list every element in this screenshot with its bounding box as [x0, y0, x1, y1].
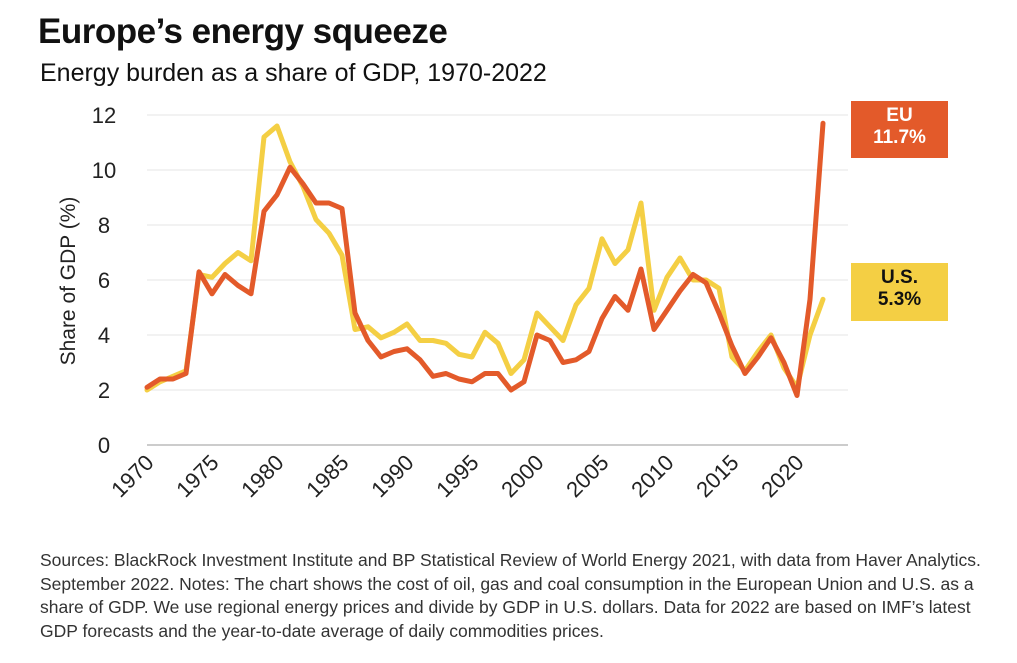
series-lines [144, 120, 826, 398]
legend-eu-value: 11.7% [873, 127, 926, 148]
x-tick-label: 1995 [431, 450, 483, 502]
x-tick-label: 2010 [626, 450, 678, 502]
y-tick-label: 0 [98, 433, 110, 458]
y-axis-label: Share of GDP (%) [57, 197, 80, 366]
series-line-eu [144, 120, 826, 398]
x-axis-ticks: 1970 1975 1980 1985 1990 1995 2000 2005 2010 2015… [106, 450, 808, 502]
y-tick-label: 6 [98, 268, 110, 293]
chart-title: Europe’s energy squeeze [38, 12, 448, 51]
x-tick-label: 1985 [301, 450, 353, 502]
x-tick-label: 1970 [106, 450, 158, 502]
x-tick-label: 2020 [756, 450, 808, 502]
legend-us-name: U.S. [881, 267, 918, 288]
legend-badge-eu: EU 11.7% [851, 101, 948, 158]
x-tick-label: 2015 [691, 450, 743, 502]
legend-eu-name: EU [886, 105, 913, 126]
y-tick-label: 4 [98, 323, 110, 348]
legend-badge-us: U.S. 5.3% [851, 263, 948, 321]
x-tick-label: 1980 [236, 450, 288, 502]
y-tick-label: 2 [98, 378, 110, 403]
x-tick-label: 1975 [171, 450, 223, 502]
chart-subtitle: Energy burden as a share of GDP, 1970-20… [40, 59, 547, 87]
series-line-us [144, 123, 826, 393]
sources-note: Sources: BlackRock Investment Institute … [40, 550, 981, 641]
x-tick-label: 1990 [366, 450, 418, 502]
y-tick-label: 8 [98, 213, 110, 238]
y-tick-label: 10 [92, 158, 116, 183]
x-tick-label: 2005 [561, 450, 613, 502]
x-tick-label: 2000 [496, 450, 548, 502]
y-axis-ticks: 0 2 4 6 8 10 12 [92, 103, 116, 458]
legend-us-value: 5.3% [877, 289, 922, 310]
y-tick-label: 12 [92, 103, 116, 128]
